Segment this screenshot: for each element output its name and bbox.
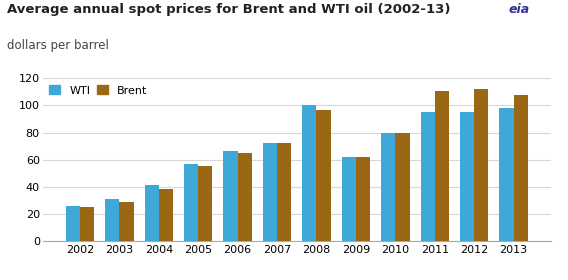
Text: eia: eia: [508, 3, 529, 16]
Bar: [499, 108, 513, 241]
Bar: [80, 207, 94, 241]
Bar: [184, 164, 198, 241]
Text: dollars per barrel: dollars per barrel: [7, 39, 108, 52]
Bar: [159, 189, 173, 241]
Bar: [302, 106, 316, 241]
Bar: [435, 91, 449, 241]
Bar: [105, 199, 119, 241]
Legend: WTI, Brent: WTI, Brent: [48, 84, 148, 97]
Bar: [316, 109, 331, 241]
Bar: [119, 202, 133, 241]
Bar: [395, 132, 410, 241]
Bar: [198, 166, 212, 241]
Bar: [263, 143, 277, 241]
Bar: [277, 143, 291, 241]
Bar: [420, 112, 435, 241]
Bar: [342, 157, 356, 241]
Bar: [145, 185, 159, 241]
Bar: [223, 151, 237, 241]
Bar: [66, 206, 80, 241]
Bar: [381, 132, 395, 241]
Bar: [460, 112, 474, 241]
Bar: [356, 157, 370, 241]
Bar: [237, 153, 252, 241]
Bar: [474, 89, 488, 241]
Text: Average annual spot prices for Brent and WTI oil (2002-13): Average annual spot prices for Brent and…: [7, 3, 450, 16]
Bar: [513, 95, 528, 241]
